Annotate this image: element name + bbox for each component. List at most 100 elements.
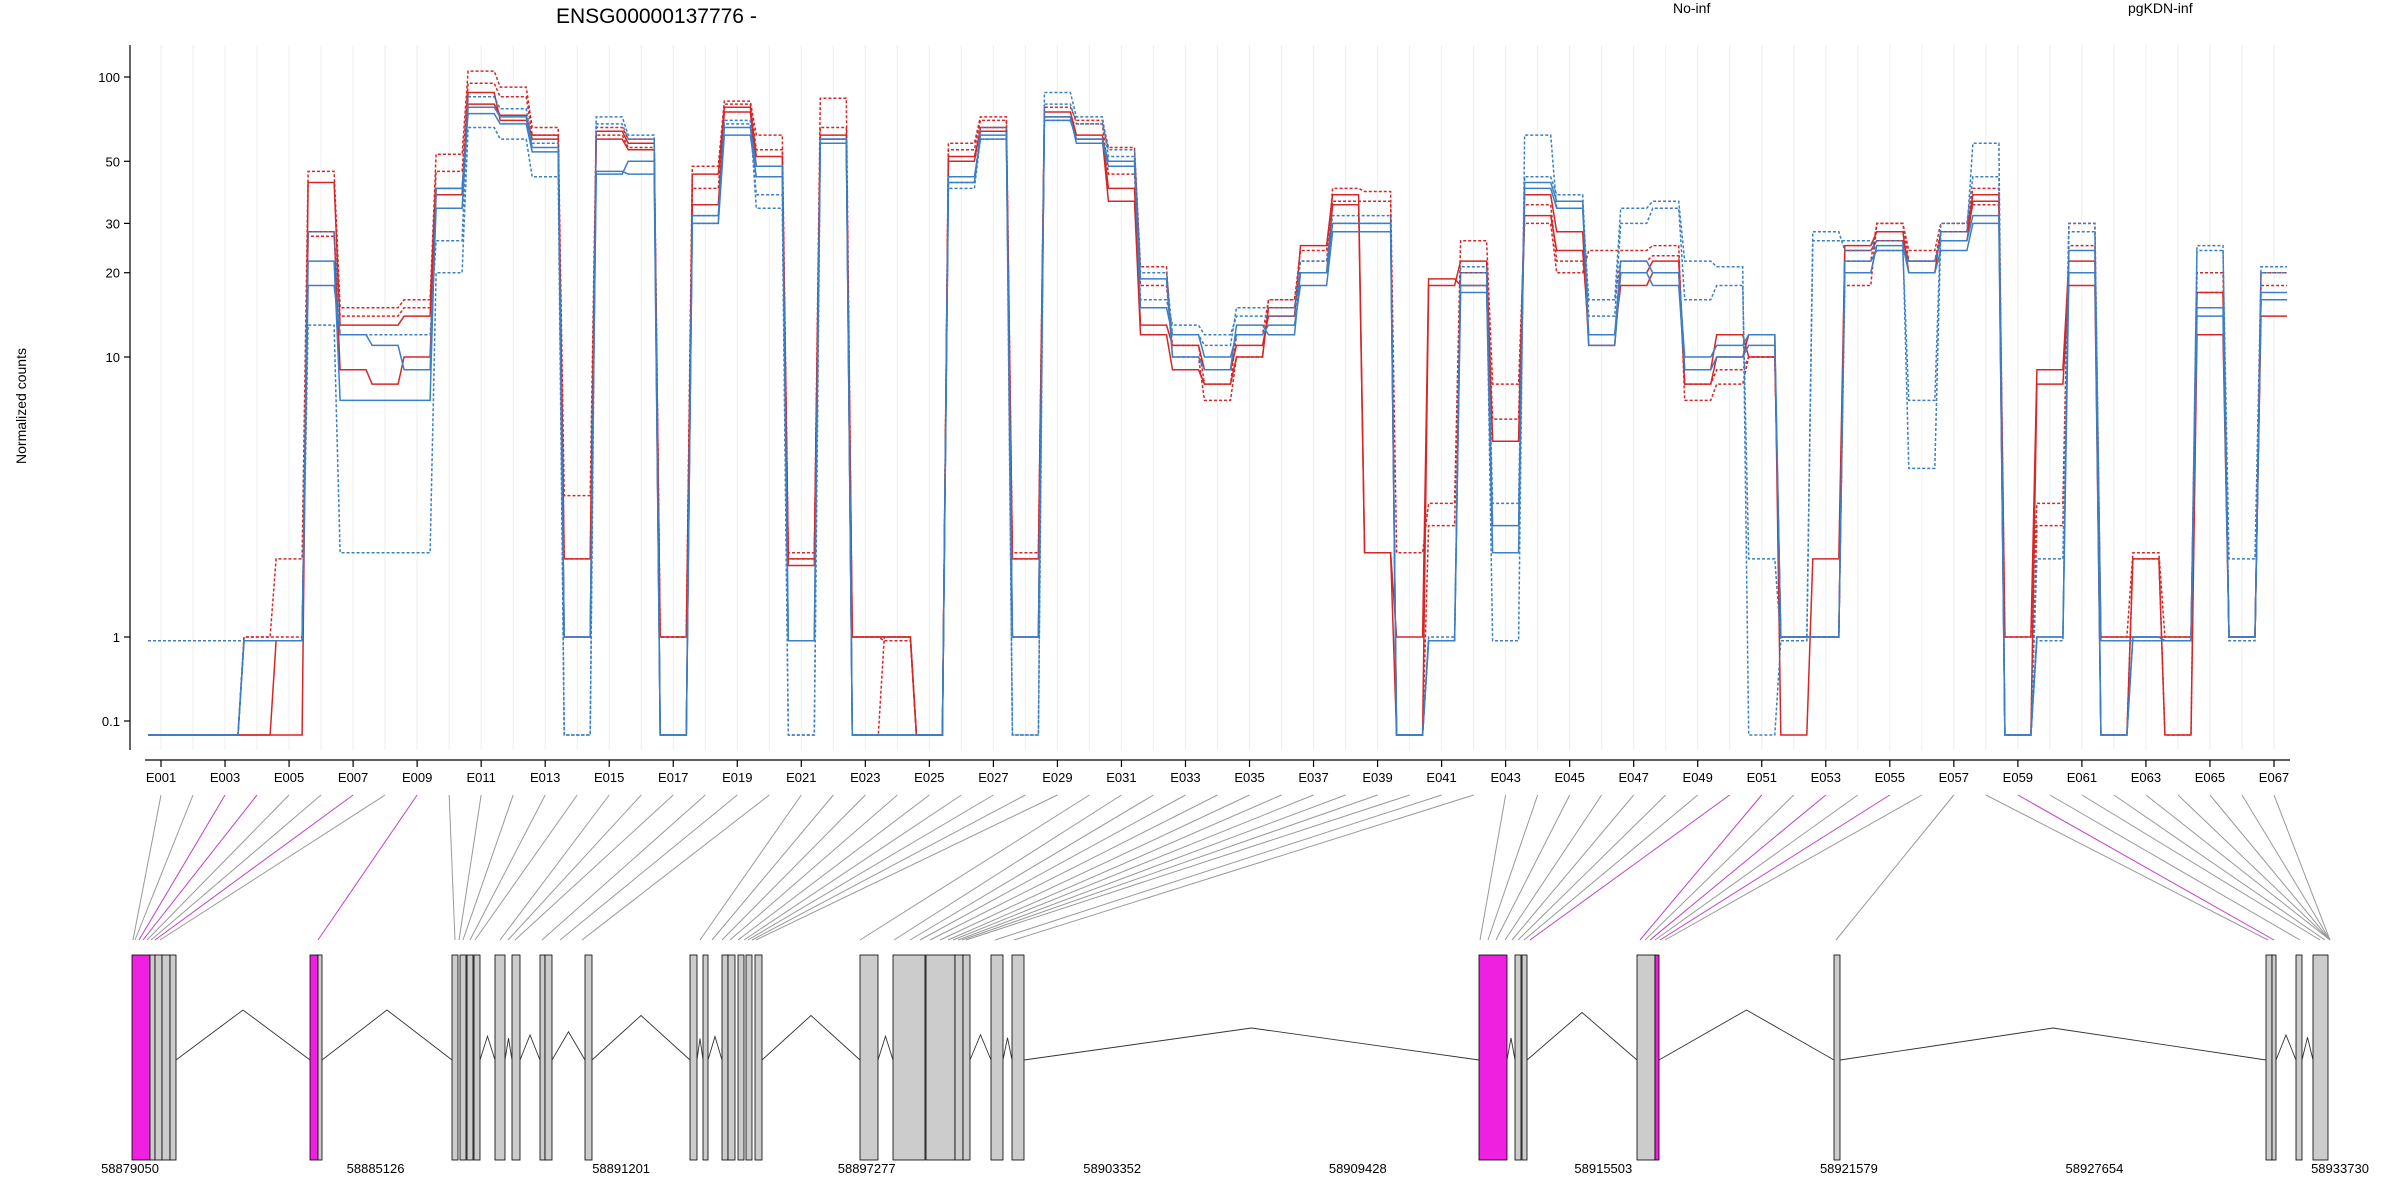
exon-connector [859, 794, 1090, 941]
exon-connector [2209, 794, 2331, 941]
x-tick-label: E015 [594, 770, 624, 785]
exon [892, 954, 926, 1161]
exon-highlighted [131, 954, 151, 1161]
legend-entry-pgkdn-inf: pgKDN-inf [2128, 0, 2193, 16]
exon-connector [755, 794, 1058, 941]
x-tick-label: E007 [338, 770, 368, 785]
x-tick-label: E051 [1747, 770, 1777, 785]
x-tick-label: E001 [146, 770, 176, 785]
exon-connector [1639, 794, 1763, 941]
genomic-coordinate-label: 58891201 [592, 1161, 650, 1176]
gene-model [131, 954, 2329, 1161]
exon [2295, 954, 2303, 1161]
exon-connector [462, 794, 514, 941]
exon-connector [2241, 794, 2331, 941]
exon-connectors [132, 794, 2331, 941]
x-tick-label: E043 [1490, 770, 1520, 785]
intron-line [877, 1034, 894, 1061]
intron-line [1002, 1037, 1013, 1061]
series-line-pgkdn-inf-4 [148, 112, 2287, 736]
exon [544, 954, 553, 1161]
exon [451, 954, 459, 1161]
x-tick-label: E063 [2131, 770, 2161, 785]
intron-line [1839, 1027, 2267, 1061]
exon [2265, 954, 2273, 1161]
y-tick-label: 20 [106, 266, 120, 281]
exon [169, 954, 177, 1161]
exon-connector [1479, 794, 1507, 941]
intron-line [591, 1014, 691, 1061]
intron-line [519, 1033, 541, 1061]
exon-connector [2177, 794, 2331, 941]
exon-connector [919, 794, 1186, 941]
exon-connector [138, 794, 226, 941]
exon-connector [1487, 794, 1539, 941]
exon-connector [711, 794, 834, 941]
x-tick-label: E049 [1683, 770, 1713, 785]
exon-connector [751, 794, 1026, 941]
intron-line [1023, 1027, 1480, 1061]
x-tick-label: E065 [2195, 770, 2225, 785]
intron-line [321, 1009, 453, 1061]
exon-connector [559, 794, 738, 941]
x-tick-label: E035 [1234, 770, 1264, 785]
exon-connector [939, 794, 1250, 941]
x-tick-label: E061 [2067, 770, 2097, 785]
exon-connector [1013, 794, 1474, 941]
exon-connector [2113, 794, 2326, 941]
exon [1521, 954, 1528, 1161]
exon-connector [743, 794, 962, 941]
x-tick-label: E005 [274, 770, 304, 785]
exon [1011, 954, 1025, 1161]
x-tick-label: E067 [2259, 770, 2289, 785]
exon [584, 954, 593, 1161]
exon [859, 954, 879, 1161]
exon-connector [2017, 794, 2275, 941]
exon-connector [1985, 794, 2269, 941]
exon-connector [1495, 794, 1571, 941]
exon-connector [952, 794, 1314, 941]
genomic-coordinate-label: 58879050 [101, 1161, 159, 1176]
genomic-coordinate-label: 58903352 [1083, 1161, 1141, 1176]
x-tick-label: E041 [1426, 770, 1456, 785]
exon-connector [507, 794, 642, 941]
intron-line [969, 1033, 992, 1061]
exon-connector [541, 794, 706, 941]
exon-connector [1835, 794, 1955, 941]
x-tick-label: E031 [1106, 770, 1136, 785]
exon-connector [965, 794, 1410, 941]
exon [754, 954, 763, 1161]
exon-connector [1649, 794, 1827, 941]
x-tick-label: E057 [1939, 770, 1969, 785]
exon [466, 954, 474, 1161]
x-tick-label: E045 [1554, 770, 1584, 785]
genomic-coordinate-axis: 58879050 58885126 58891201 58897277 58903352… [101, 1161, 2369, 1176]
series-line-no-inf-2 [148, 70, 2287, 736]
x-axis: E001 E003 E005 E007 E009 E011 E013 E015 E017 E019… [145, 759, 2290, 785]
exon-connector [1523, 794, 1699, 941]
exon-connector [469, 794, 546, 941]
vertical-gridlines [160, 45, 2275, 750]
intron-line [551, 1030, 586, 1061]
x-tick-label: E047 [1619, 770, 1649, 785]
exon [702, 954, 709, 1161]
exon-connector [721, 794, 866, 941]
x-tick-label: E021 [786, 770, 816, 785]
y-tick-label: 1 [113, 630, 120, 645]
genomic-coordinate-label: 58927654 [2066, 1161, 2124, 1176]
exon-connector [1517, 794, 1667, 941]
x-tick-label: E037 [1298, 770, 1328, 785]
intron-line [2301, 1037, 2314, 1061]
exon-connector [961, 794, 1378, 941]
x-tick-label: E055 [1875, 770, 1905, 785]
exon-connector [2081, 794, 2321, 941]
exon [689, 954, 698, 1161]
y-tick-label: 0.1 [102, 714, 120, 729]
exon [721, 954, 729, 1161]
series-line-pgkdn-inf-7 [148, 96, 2287, 736]
series-line-pgkdn-inf-5 [148, 106, 2287, 736]
exon-connector [893, 794, 1122, 941]
x-tick-label: E009 [402, 770, 432, 785]
exon-connector [448, 794, 456, 941]
